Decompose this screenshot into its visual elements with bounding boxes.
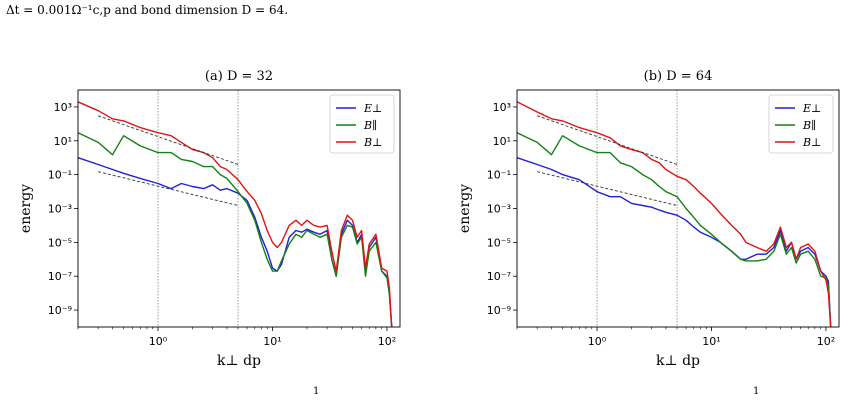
y-tick-label: 10⁻¹ (487, 169, 511, 182)
y-tick-label: 10⁻⁹ (48, 304, 72, 317)
y-tick-label: 10⁻⁷ (487, 270, 511, 283)
x-tick-label: 10² (378, 335, 396, 348)
y-tick-label: 10⁻³ (48, 203, 72, 216)
series-line (516, 157, 832, 328)
series-line (77, 132, 393, 328)
legend-box (768, 94, 834, 154)
legend-entry: E⊥ (363, 102, 382, 115)
y-tick-label: 10⁻⁹ (487, 304, 511, 317)
chart-panel-b: (b) D = 64 10⁰ 10¹ 10² 10³ 10¹ 10⁻¹ 10⁻³ 10⁻⁵ 10⁻… (457, 69, 840, 369)
caption-fragment-right: 1 (753, 386, 760, 397)
reference-dashed-line (537, 115, 678, 165)
series-line (77, 101, 393, 328)
series-line (77, 157, 393, 328)
x-tick-label: 10⁰ (588, 335, 607, 348)
x-tick-label: 10⁰ (149, 335, 168, 348)
reference-dashed-line (98, 115, 239, 165)
legend-entry: E⊥ (802, 102, 821, 115)
legend-entry: B⊥ (802, 136, 821, 149)
legend: E⊥ B∥ B⊥ (768, 94, 834, 154)
reference-dashed-line (98, 171, 239, 206)
chart-title: (a) D = 32 (205, 69, 273, 84)
chart-panel-a: (a) D = 32 10⁰ 10¹ 10² 10³ 10¹ 10⁻¹ 10⁻³ 10⁻⁵ 10⁻… (18, 69, 401, 369)
legend-entry: B∥ (802, 119, 816, 132)
y-tick-label: 10¹ (493, 135, 511, 148)
legend-box (329, 94, 395, 154)
y-tick-label: 10⁻¹ (48, 169, 72, 182)
figure-caption-fragment: Δt = 0.001Ω⁻¹c,p and bond dimension D = … (6, 3, 289, 17)
y-tick-label: 10⁻⁵ (48, 236, 72, 249)
y-tick-label: 10³ (493, 101, 511, 114)
chart-title: (b) D = 64 (644, 69, 713, 84)
y-axis-label: energy (18, 184, 34, 233)
series-line (516, 101, 832, 328)
legend-entry: B⊥ (363, 136, 382, 149)
y-tick-label: 10⁻⁵ (487, 236, 511, 249)
y-tick-label: 10¹ (54, 135, 72, 148)
legend: E⊥ B∥ B⊥ (329, 94, 395, 154)
reference-dashed-line (537, 171, 678, 206)
x-tick-label: 10¹ (263, 335, 281, 348)
caption-fragment-left: 1 (313, 386, 320, 397)
x-axis-label: k⊥ dp (656, 353, 700, 369)
x-tick-label: 10¹ (702, 335, 720, 348)
y-tick-label: 10⁻³ (487, 203, 511, 216)
series-line (516, 132, 832, 328)
legend-entry: B∥ (363, 119, 377, 132)
y-tick-label: 10⁻⁷ (48, 270, 72, 283)
y-tick-label: 10³ (54, 101, 72, 114)
x-tick-label: 10² (817, 335, 835, 348)
y-axis-label: energy (457, 184, 473, 233)
x-axis-label: k⊥ dp (217, 353, 261, 369)
